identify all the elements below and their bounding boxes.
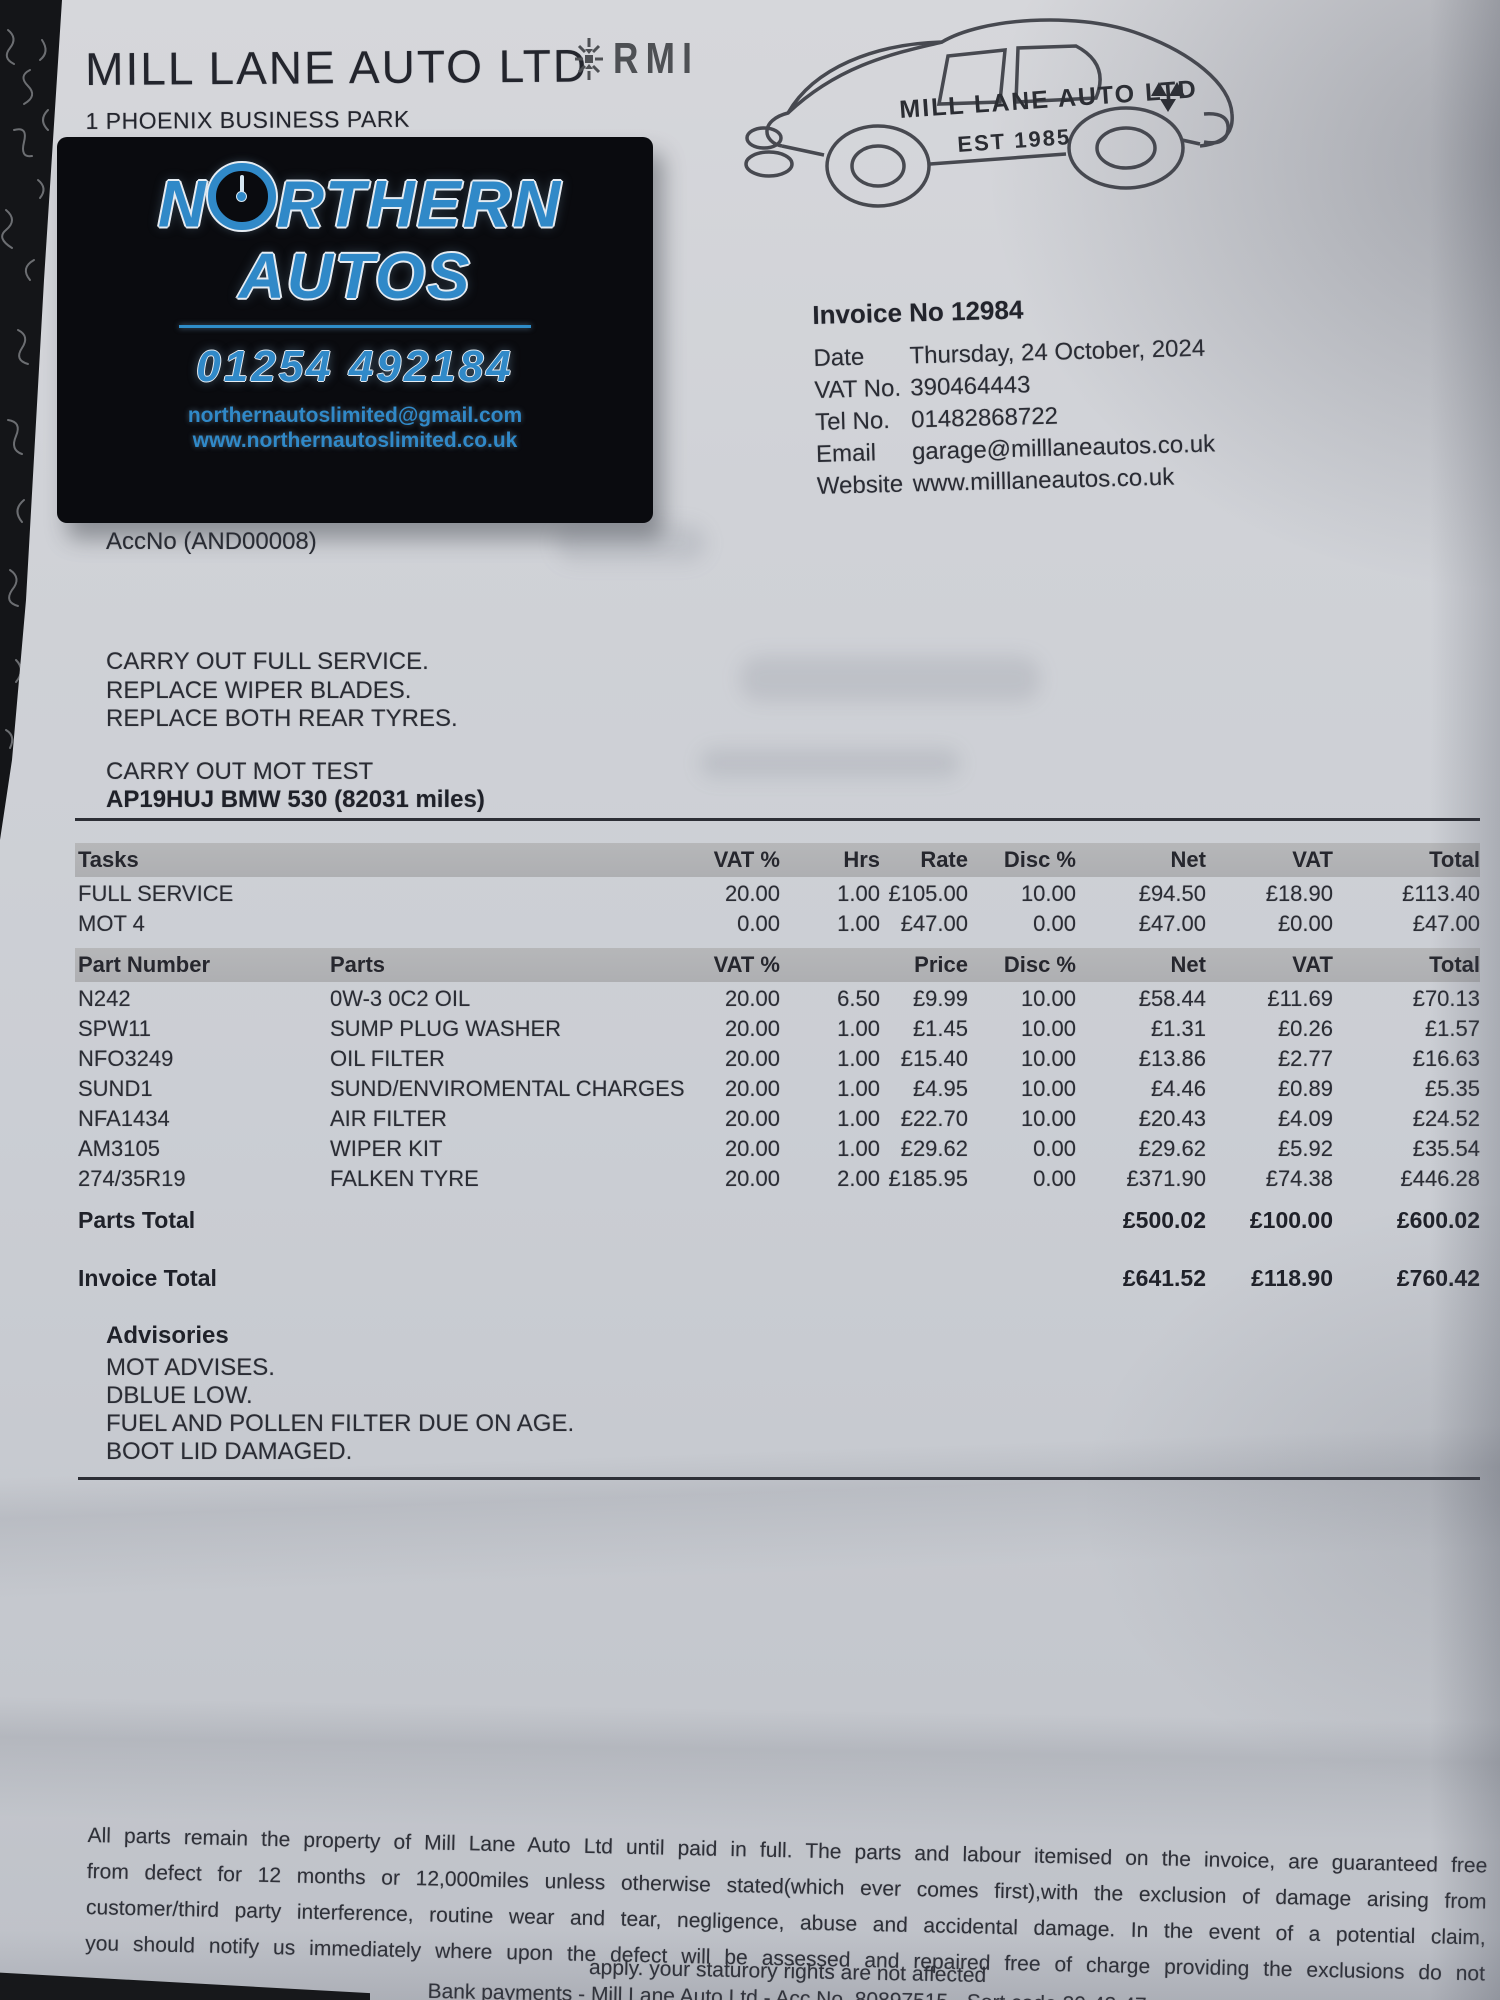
parts-table-body: N242 0W-3 0C2 OIL 20.00 6.50 £9.99 10.00… (78, 984, 1480, 1194)
parts-total-gross: £600.02 (1396, 1206, 1480, 1233)
task-row: MOT 4 0.00 1.00 £47.00 0.00 £47.00 £0.00… (78, 911, 1480, 936)
company-address: 1 PHOENIX BUSINESS PARK (85, 105, 410, 134)
col-rate: Rate (920, 847, 968, 872)
card-phone: 01254 492184 (196, 342, 514, 392)
col-net: Net (1170, 952, 1206, 977)
col-disc-pct: Disc % (1003, 847, 1076, 872)
invoice-total-vat: £118.90 (1251, 1264, 1333, 1291)
card-divider (179, 325, 531, 329)
meta-value: garage@milllaneautos.co.uk (911, 430, 1216, 466)
advisory-line: DBLUE LOW. (106, 1382, 253, 1409)
meta-label: Tel No. (814, 407, 891, 436)
invoice-total-label: Invoice Total (78, 1264, 217, 1291)
part-row: N242 0W-3 0C2 OIL 20.00 6.50 £9.99 10.00… (78, 986, 1480, 1011)
invoice-total-net: £641.52 (1122, 1264, 1206, 1291)
account-number: AccNo (AND00008) (106, 528, 317, 555)
car-stamp-icon: MILL LANE AUTO LTD EST 1985 (744, 18, 1234, 208)
vehicle-line: AP19HUJ BMW 530 (82031 miles) (106, 786, 485, 813)
invoice-total-gross: £760.42 (1396, 1264, 1480, 1291)
advisory-line: BOOT LID DAMAGED. (106, 1438, 353, 1465)
col-vat: VAT (1292, 952, 1333, 977)
rmi-icon (575, 38, 603, 80)
task-row: FULL SERVICE 20.00 1.00 £105.00 10.00 £9… (78, 881, 1480, 906)
col-total: Total (1429, 847, 1480, 872)
part-row: NFO3249 OIL FILTER 20.00 1.00 £15.40 10.… (78, 1046, 1480, 1071)
part-row: NFA1434 AIR FILTER 20.00 1.00 £22.70 10.… (78, 1106, 1480, 1131)
meta-label: Email (815, 439, 877, 468)
part-row: 274/35R19 FALKEN TYRE 20.00 2.00 £185.95… (78, 1166, 1480, 1191)
brand-line-1: N RTHERN (57, 163, 653, 238)
col-total: Total (1429, 952, 1480, 977)
col-price: Price (914, 952, 968, 977)
col-vat-pct: VAT % (713, 847, 780, 872)
paper-smudge (700, 748, 960, 778)
card-email: northernautoslimited@gmail.com (187, 404, 523, 428)
mot-triangles-icon (1151, 82, 1185, 112)
advisories-title: Advisories (106, 1322, 229, 1349)
col-parts: Parts (330, 952, 386, 977)
meta-label: VAT No. (814, 374, 902, 404)
parts-total-net: £500.02 (1122, 1206, 1206, 1233)
job-line: REPLACE WIPER BLADES. (106, 676, 412, 704)
parts-total-vat: £100.00 (1249, 1206, 1333, 1233)
meta-value: 390464443 (909, 371, 1031, 402)
business-card: N RTHERN AUTOS 01254 492184 northernautos… (57, 137, 653, 523)
parts-total-label: Parts Total (78, 1206, 196, 1233)
parts-total-row: Parts Total £500.02 £100.00 £600.02 (78, 1204, 1480, 1236)
tasks-table-body: FULL SERVICE 20.00 1.00 £105.00 10.00 £9… (78, 879, 1480, 939)
advisory-line: MOT ADVISES. (106, 1354, 275, 1381)
letterhead: MILL LANE AUTO LTD 1 PHOENIX BUSINESS PA… (85, 38, 589, 135)
part-row: SPW11 SUMP PLUG WASHER 20.00 1.00 £1.45 … (78, 1016, 1480, 1041)
invoice-number: Invoice No 12984 (812, 294, 1024, 330)
job-line: REPLACE BOTH REAR TYRES. (106, 705, 458, 732)
meta-value: www.milllaneautos.co.uk (912, 463, 1175, 498)
brand-text: N (157, 166, 208, 241)
meta-label: Website (816, 470, 904, 500)
invoice-meta: Invoice No 12984 Date Thursday, 24 Octob… (812, 285, 1377, 500)
tasks-table-header: Tasks VAT % Hrs Rate Disc % Net VAT Tota… (75, 843, 1480, 877)
paper-smudge (556, 524, 706, 562)
meta-value: 01482868722 (910, 402, 1059, 434)
col-net: Net (1170, 847, 1206, 872)
divider-line (78, 1477, 1480, 1480)
rmi-logo: RMI (571, 34, 721, 84)
invoice-total-row: Invoice Total £641.52 £118.90 £760.42 (78, 1262, 1480, 1294)
col-disc-pct: Disc % (1003, 952, 1076, 977)
advisory-line: FUEL AND POLLEN FILTER DUE ON AGE. (106, 1410, 575, 1437)
mot-line: CARRY OUT MOT TEST (106, 758, 374, 785)
meta-value: Thursday, 24 October, 2024 (909, 334, 1206, 370)
meta-label: Date (813, 343, 865, 372)
advisories-list: MOT ADVISES. DBLUE LOW. FUEL AND POLLEN FI… (106, 1354, 574, 1466)
col-tasks: Tasks (78, 847, 139, 872)
col-part-number: Part Number (78, 952, 211, 977)
car-stamp-est: EST 1985 (957, 124, 1072, 157)
col-hrs: Hrs (843, 847, 880, 872)
invoice-meta-rows: Date Thursday, 24 October, 2024 VAT No. … (813, 330, 1377, 500)
rmi-label: RMI (613, 34, 700, 83)
brand-text: RTHERN (276, 166, 563, 241)
paper-smudge (740, 656, 1040, 702)
gauge-o-icon (208, 163, 276, 231)
job-line: CARRY OUT FULL SERVICE. (106, 648, 429, 675)
col-vat-pct: VAT % (713, 952, 780, 977)
part-row: SUND1 SUND/ENVIROMENTAL CHARGES 20.00 1.… (78, 1076, 1480, 1101)
job-description: CARRY OUT FULL SERVICE. REPLACE WIPER BLA… (106, 648, 458, 734)
col-vat: VAT (1292, 847, 1333, 872)
part-row: AM3105 WIPER KIT 20.00 1.00 £29.62 0.00 … (78, 1136, 1480, 1161)
divider-line (75, 818, 1480, 821)
brand-line-2: AUTOS (238, 239, 472, 312)
parts-table-header: Part Number Parts VAT % Price Disc % Net… (75, 948, 1480, 982)
card-website: www.northernautoslimited.co.uk (192, 429, 518, 453)
company-name: MILL LANE AUTO LTD (85, 39, 589, 95)
